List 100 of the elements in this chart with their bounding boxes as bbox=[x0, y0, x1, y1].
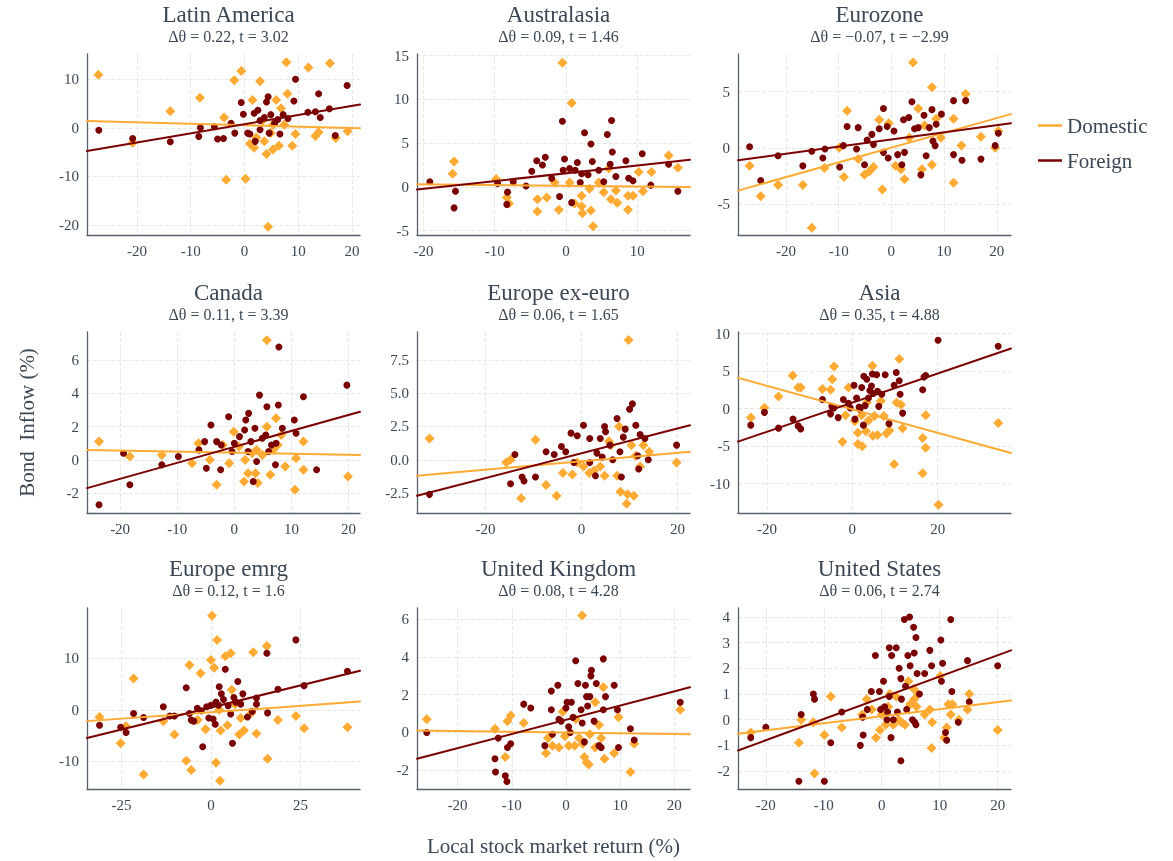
legend-label: Foreign bbox=[1067, 148, 1133, 173]
y-tick-label: -5 bbox=[717, 438, 730, 455]
y-tick-label: -20 bbox=[59, 216, 79, 233]
x-tick-label: -20 bbox=[126, 242, 147, 259]
x-tick-label: 0 bbox=[562, 796, 570, 813]
x-tick-label: 0 bbox=[230, 520, 239, 537]
x-tick-label: 10 bbox=[283, 520, 299, 537]
x-tick-label: 10 bbox=[932, 796, 948, 813]
y-tick-label: 0 bbox=[71, 119, 79, 136]
x-axis-title: Local stock market return (%) bbox=[426, 833, 681, 858]
y-tick-label: 0 bbox=[401, 724, 409, 741]
x-tick-label: 0 bbox=[878, 796, 886, 813]
x-tick-label: 25 bbox=[293, 796, 309, 813]
y-tick-label: 10 bbox=[64, 71, 79, 88]
y-tick-label: 4 bbox=[722, 608, 731, 625]
y-tick-label: 7.5 bbox=[390, 351, 409, 368]
chart-title: Eurozone bbox=[835, 2, 924, 27]
y-tick-label: -10 bbox=[59, 753, 79, 770]
y-tick-label: 2 bbox=[71, 418, 79, 435]
chart-title: United States bbox=[817, 556, 942, 581]
chart-subtitle: Δθ = 0.12, t = 1.6 bbox=[172, 581, 285, 599]
x-tick-label: -20 bbox=[757, 520, 778, 537]
x-tick-label: 0 bbox=[887, 242, 896, 259]
y-tick-label: -5 bbox=[717, 196, 730, 213]
chart-title: Latin America bbox=[162, 2, 295, 27]
x-tick-label: 20 bbox=[989, 242, 1005, 259]
x-tick-label: 0 bbox=[207, 796, 215, 813]
x-tick-label: 0 bbox=[848, 520, 857, 537]
x-tick-label: -10 bbox=[484, 242, 505, 259]
legend-label: Domestic bbox=[1067, 113, 1148, 138]
chart-subtitle: Δθ = −0.07, t = −2.99 bbox=[810, 27, 949, 45]
x-tick-label: 10 bbox=[290, 242, 306, 259]
x-tick-label: -20 bbox=[447, 796, 468, 813]
chart-title: United Kingdom bbox=[480, 556, 637, 581]
x-tick-label: 20 bbox=[930, 520, 946, 537]
y-tick-label: 4 bbox=[71, 385, 80, 402]
x-tick-label: -10 bbox=[813, 796, 834, 813]
y-tick-label: -2 bbox=[66, 485, 79, 502]
y-tick-label: -10 bbox=[710, 475, 730, 492]
y-tick-label: 15 bbox=[394, 47, 409, 64]
y-tick-label: 2 bbox=[722, 660, 730, 677]
x-tick-label: 20 bbox=[670, 520, 686, 537]
y-tick-label: 0 bbox=[71, 701, 79, 718]
y-tick-label: -10 bbox=[59, 168, 79, 185]
x-tick-label: -10 bbox=[167, 520, 188, 537]
chart-subtitle: Δθ = 0.22, t = 3.02 bbox=[168, 27, 289, 45]
y-tick-label: 5.0 bbox=[390, 385, 409, 402]
x-tick-label: 20 bbox=[666, 796, 682, 813]
x-tick-label: 20 bbox=[990, 796, 1006, 813]
x-tick-label: -25 bbox=[111, 796, 132, 813]
x-tick-label: 0 bbox=[577, 520, 586, 537]
y-tick-label: 6 bbox=[71, 352, 80, 369]
y-tick-label: 6 bbox=[401, 611, 410, 628]
chart-title: Europe emrg bbox=[168, 556, 289, 581]
x-tick-label: -20 bbox=[110, 520, 131, 537]
y-tick-label: -5 bbox=[396, 222, 409, 239]
y-tick-label: -2 bbox=[717, 763, 730, 780]
x-tick-label: -20 bbox=[475, 520, 496, 537]
y-tick-label: 2.5 bbox=[390, 418, 409, 435]
x-tick-label: 20 bbox=[341, 520, 357, 537]
y-tick-label: 5 bbox=[401, 135, 409, 152]
chart-subtitle: Δθ = 0.09, t = 1.46 bbox=[498, 27, 619, 45]
chart-subtitle: Δθ = 0.08, t = 4.28 bbox=[498, 581, 619, 599]
chart-title: Canada bbox=[194, 280, 263, 305]
chart-title: Asia bbox=[858, 280, 901, 305]
chart-subtitle: Δθ = 0.06, t = 2.74 bbox=[819, 581, 940, 599]
x-tick-label: -10 bbox=[180, 242, 201, 259]
y-tick-label: 0 bbox=[722, 139, 730, 156]
y-tick-label: 0 bbox=[71, 451, 79, 468]
x-tick-label: 10 bbox=[612, 796, 628, 813]
x-tick-label: 0 bbox=[240, 242, 249, 259]
x-tick-label: -10 bbox=[501, 796, 522, 813]
y-tick-label: 5 bbox=[722, 363, 730, 380]
y-axis-title: Bond Inflow (%) bbox=[14, 348, 39, 497]
y-tick-label: -2 bbox=[396, 762, 409, 779]
y-tick-label: 1 bbox=[722, 686, 730, 703]
x-tick-label: 10 bbox=[936, 242, 952, 259]
y-tick-label: -1 bbox=[717, 737, 730, 754]
chart-title: Europe ex-euro bbox=[487, 280, 630, 305]
y-tick-label: 0 bbox=[722, 711, 730, 728]
x-tick-label: -20 bbox=[755, 796, 776, 813]
y-tick-label: 10 bbox=[715, 325, 730, 342]
y-tick-label: 0.0 bbox=[390, 451, 409, 468]
chart-title: Australasia bbox=[506, 2, 611, 27]
y-tick-label: 0 bbox=[722, 400, 730, 417]
y-tick-label: -2.5 bbox=[385, 485, 409, 502]
y-tick-label: 4 bbox=[401, 649, 410, 666]
x-tick-label: -10 bbox=[828, 242, 849, 259]
y-tick-label: 10 bbox=[64, 650, 79, 667]
x-tick-label: 0 bbox=[562, 242, 570, 259]
chart-subtitle: Δθ = 0.11, t = 3.39 bbox=[168, 305, 289, 323]
y-tick-label: 0 bbox=[401, 178, 409, 195]
x-tick-label: -20 bbox=[775, 242, 796, 259]
x-tick-label: 20 bbox=[344, 242, 360, 259]
y-tick-label: 3 bbox=[722, 634, 730, 651]
chart-subtitle: Δθ = 0.06, t = 1.65 bbox=[498, 305, 619, 323]
x-tick-label: -20 bbox=[413, 242, 434, 259]
x-tick-label: 10 bbox=[629, 242, 645, 259]
chart-subtitle: Δθ = 0.35, t = 4.88 bbox=[819, 305, 940, 323]
y-tick-label: 2 bbox=[401, 686, 409, 703]
